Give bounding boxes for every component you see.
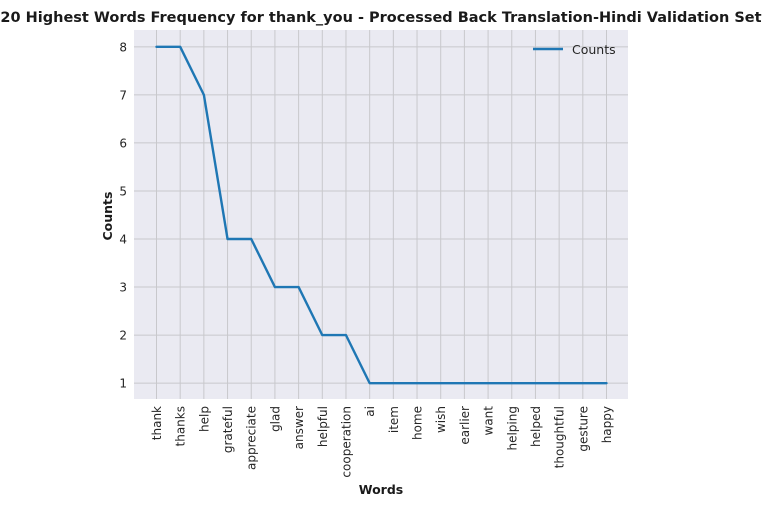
x-tick-label: help [197,406,211,432]
y-axis-label: Counts [100,192,115,241]
x-tick-label: want [482,406,496,436]
x-tick-label: appreciate [245,406,259,470]
x-axis-label: Words [359,482,403,497]
legend: Counts [533,42,616,57]
x-tick-label: item [387,406,401,433]
series-lines [155,45,608,385]
x-tick-label: cooperation [339,406,353,478]
x-tick-label: thoughtful [553,406,567,468]
x-tick-label: wish [434,406,448,433]
y-tick-labels: 1 2 3 4 5 6 7 8 [119,40,127,390]
x-tick-label: helping [505,406,519,451]
legend-label-counts: Counts [572,42,616,57]
x-tick-label: earlier [458,406,472,445]
x-tick-label: glad [268,406,282,432]
x-gridlines [156,30,607,399]
plot-area [134,30,628,399]
y-tick-label: 8 [119,40,127,54]
x-tick-label: gesture [576,406,590,452]
x-tick-label: grateful [221,406,235,453]
x-tick-label: helped [529,406,543,447]
y-gridlines [134,46,628,384]
y-tick-label: 1 [119,377,127,391]
x-tick-label: answer [292,406,306,449]
x-tick-label: thanks [174,406,188,446]
x-tick-labels: thank thanks help grateful appreciate glad ans… [150,406,614,478]
x-tick-label: thank [150,406,164,440]
y-tick-label: 2 [119,329,127,343]
y-tick-label: 7 [119,88,127,102]
y-tick-label: 3 [119,281,127,295]
x-tick-label: ai [363,406,377,417]
x-tick-label: helpful [316,406,330,447]
y-tick-label: 4 [119,233,127,247]
x-tick-label: home [411,406,425,440]
y-tick-label: 5 [119,184,127,198]
chart-title: 20 Highest Words Frequency for thank_you… [0,10,761,26]
x-tick-label: happy [600,406,614,443]
y-tick-label: 6 [119,136,127,150]
series-line-counts [155,45,608,385]
